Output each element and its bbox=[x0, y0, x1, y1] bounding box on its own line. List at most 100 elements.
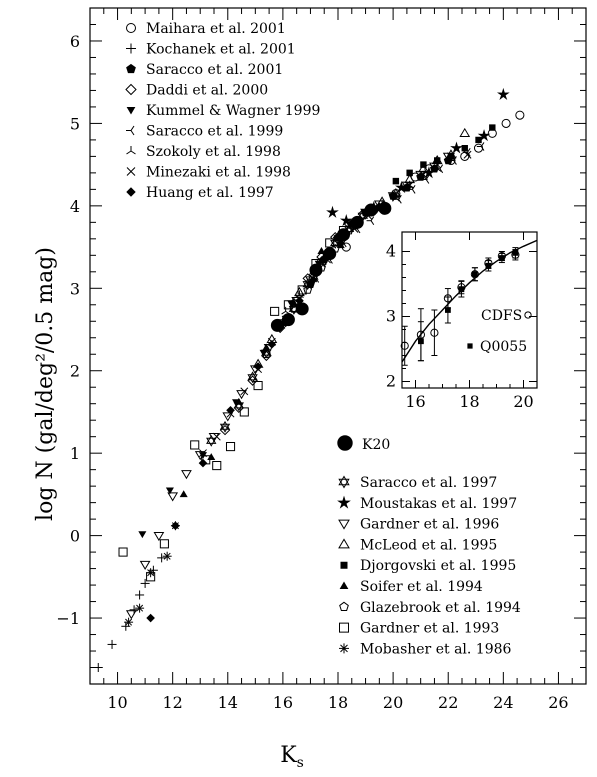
x-tick-label: 22 bbox=[438, 693, 458, 712]
data-point bbox=[318, 258, 330, 268]
inset-x-tick-label: 16 bbox=[405, 392, 425, 411]
series-moustakas-et-al-1997 bbox=[326, 87, 510, 227]
data-point bbox=[288, 302, 300, 315]
data-point bbox=[406, 169, 413, 177]
data-point bbox=[181, 470, 192, 480]
data-point bbox=[420, 161, 427, 168]
data-point bbox=[179, 490, 188, 498]
data-point bbox=[219, 424, 231, 436]
inset-legend-marker-q0055 bbox=[467, 343, 473, 349]
x-axis-label-main: K bbox=[280, 743, 297, 768]
legend-marker bbox=[339, 581, 349, 589]
data-point bbox=[236, 390, 247, 400]
data-point bbox=[140, 578, 150, 588]
legend-entry: Kummel & Wagner 1999 bbox=[146, 103, 320, 119]
data-point bbox=[135, 603, 145, 613]
data-point bbox=[360, 208, 371, 218]
data-point bbox=[138, 531, 147, 539]
inset-y-tick-label: 4 bbox=[386, 242, 396, 261]
data-point bbox=[253, 381, 263, 391]
legend-entry: Szokoly et al. 1998 bbox=[146, 144, 281, 160]
x-tick-label: 24 bbox=[493, 693, 513, 712]
data-point bbox=[460, 151, 470, 161]
inset-series-q0055 bbox=[417, 247, 519, 362]
data-point bbox=[107, 639, 117, 649]
series-maihara-et-al-2001 bbox=[341, 110, 525, 252]
y-tick-label: 1 bbox=[70, 444, 80, 463]
data-point bbox=[167, 492, 179, 502]
data-point bbox=[401, 181, 413, 191]
legend-entry: Djorgovski et al. 1995 bbox=[360, 558, 516, 574]
data-point bbox=[190, 440, 200, 450]
legend-entry: Soifer et al. 1994 bbox=[360, 579, 483, 595]
series-kochanek-et-al-2001 bbox=[93, 553, 167, 673]
data-point bbox=[366, 216, 375, 226]
data-point bbox=[93, 663, 103, 673]
legend-marker-k20 bbox=[337, 435, 353, 451]
data-point bbox=[325, 238, 335, 248]
data-point bbox=[326, 205, 339, 218]
data-point bbox=[477, 129, 491, 142]
data-point bbox=[281, 306, 290, 315]
inset-data-point bbox=[458, 286, 465, 293]
y-tick-label: 2 bbox=[70, 362, 80, 381]
data-point bbox=[475, 136, 482, 144]
x-tick-label: 16 bbox=[273, 693, 293, 712]
legend-marker bbox=[338, 475, 350, 489]
series-soifer-et-al-1994 bbox=[179, 241, 345, 498]
data-point bbox=[266, 333, 278, 344]
legend-entry: Mobasher et al. 1986 bbox=[360, 641, 512, 657]
legend: Maihara et al. 2001 Kochanek et al. 2001 S… bbox=[125, 21, 521, 657]
series-djorgovski-et-al-1995 bbox=[392, 124, 496, 185]
x-axis-label: Ks bbox=[280, 743, 304, 771]
y-tick-label: 4 bbox=[70, 197, 80, 216]
legend-entry: Glazebrook et al. 1994 bbox=[360, 600, 521, 616]
data-point bbox=[139, 560, 151, 570]
inset-label-cdfs: CDFS bbox=[481, 308, 522, 324]
legend-entry-k20: K20 bbox=[362, 437, 390, 453]
inset-x-tick-label: 20 bbox=[513, 392, 533, 411]
data-point bbox=[434, 157, 441, 164]
legend-marker bbox=[126, 23, 136, 33]
data-point bbox=[489, 124, 496, 131]
data-point bbox=[240, 387, 249, 396]
y-tick-label: 5 bbox=[70, 114, 80, 133]
inset-data-point bbox=[472, 271, 478, 278]
data-point bbox=[404, 173, 416, 184]
data-point bbox=[336, 241, 345, 249]
legend-entry: Kochanek et al. 2001 bbox=[146, 42, 296, 58]
data-point bbox=[135, 590, 145, 600]
data-point bbox=[252, 358, 264, 368]
data-point bbox=[249, 365, 261, 375]
data-point bbox=[303, 285, 313, 294]
data-point bbox=[496, 87, 510, 100]
inset-data-point bbox=[445, 307, 451, 313]
inset-data-point bbox=[400, 341, 409, 350]
x-tick-label: 14 bbox=[218, 693, 238, 712]
data-point bbox=[234, 397, 243, 405]
data-point bbox=[270, 306, 280, 316]
data-point bbox=[338, 226, 349, 236]
series-saracco-et-al-1999 bbox=[311, 142, 485, 283]
legend-entry: Minezaki et al. 1998 bbox=[146, 165, 291, 181]
data-point bbox=[118, 547, 128, 557]
legend-marker bbox=[126, 43, 136, 54]
data-point bbox=[344, 225, 354, 235]
data-point bbox=[219, 420, 231, 433]
legend-entry: Daddi et al. 2000 bbox=[146, 83, 268, 99]
data-point bbox=[335, 231, 347, 241]
data-point bbox=[283, 300, 293, 310]
legend-marker bbox=[126, 146, 136, 155]
legend-entry: Maihara et al. 2001 bbox=[146, 21, 286, 37]
data-point bbox=[124, 617, 134, 627]
data-point bbox=[362, 206, 374, 217]
y-tick-label: 3 bbox=[70, 279, 80, 298]
inset-data-point bbox=[418, 338, 424, 345]
legend-marker bbox=[126, 63, 136, 74]
data-point bbox=[473, 143, 484, 153]
data-point bbox=[311, 259, 321, 269]
data-point bbox=[247, 371, 258, 384]
data-point bbox=[153, 531, 165, 542]
data-point bbox=[461, 144, 468, 152]
